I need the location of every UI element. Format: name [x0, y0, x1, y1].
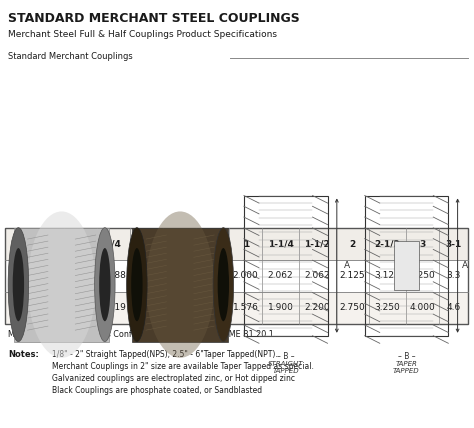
Text: 1/8: 1/8	[73, 240, 88, 249]
Text: 1-1/2: 1-1/2	[304, 240, 330, 249]
Text: 1/2: 1/2	[172, 240, 187, 249]
Text: 2.200: 2.200	[304, 303, 330, 312]
Ellipse shape	[8, 228, 28, 342]
Text: 0.719: 0.719	[100, 303, 127, 312]
Ellipse shape	[27, 211, 96, 358]
Text: 0.812: 0.812	[67, 271, 93, 280]
Text: Merchant Couplings in 2" size are available Taper Tapped as special.: Merchant Couplings in 2" size are availa…	[52, 362, 314, 371]
Bar	[365, 196, 448, 336]
Text: 2-1/2: 2-1/2	[374, 240, 400, 249]
Text: Pipe Size: Pipe Size	[11, 240, 57, 249]
Text: 3/8: 3/8	[138, 240, 155, 249]
Text: 3.250: 3.250	[374, 303, 400, 312]
Text: B: B	[31, 303, 38, 312]
Bar	[394, 241, 419, 290]
Text: Merchant Steel Couplings Conforms to: ASTM A865, ASME B1.20.1: Merchant Steel Couplings Conforms to: AS…	[8, 330, 274, 339]
Text: 4.6: 4.6	[446, 303, 460, 312]
Text: 2.000: 2.000	[233, 271, 258, 280]
Text: A: A	[462, 261, 468, 270]
Text: 2.062: 2.062	[268, 271, 293, 280]
Bar	[5, 292, 468, 324]
Text: 1.562: 1.562	[167, 271, 192, 280]
Text: 1.062: 1.062	[167, 303, 192, 312]
Ellipse shape	[127, 228, 147, 342]
Ellipse shape	[99, 248, 110, 321]
Text: 0.562: 0.562	[67, 303, 93, 312]
Text: 0.875: 0.875	[134, 303, 159, 312]
Text: Standard Merchant Couplings: Standard Merchant Couplings	[8, 52, 133, 61]
Text: 2: 2	[349, 240, 356, 249]
Text: 1.576: 1.576	[233, 303, 259, 312]
Ellipse shape	[218, 248, 229, 321]
Text: A: A	[31, 271, 38, 280]
Text: TAPER
TAPPED: TAPER TAPPED	[393, 361, 420, 374]
Text: 3.250: 3.250	[409, 271, 435, 280]
Text: 3/4: 3/4	[205, 240, 220, 249]
Ellipse shape	[95, 228, 115, 342]
Bar	[5, 228, 468, 260]
Bar	[5, 228, 468, 324]
Text: 1.188: 1.188	[134, 271, 159, 280]
Text: Notes:: Notes:	[8, 350, 39, 359]
Text: 3-1: 3-1	[445, 240, 461, 249]
Text: STRAIGHT
TAPPED: STRAIGHT TAPPED	[268, 361, 303, 374]
Text: 1-1/4: 1-1/4	[268, 240, 293, 249]
Text: A: A	[344, 261, 350, 270]
Text: 1/8" - 2" Straight Tapped(NPS), 2.5" - 6"Taper Tapped(NPT).: 1/8" - 2" Straight Tapped(NPS), 2.5" - 6…	[52, 350, 278, 359]
Text: 4.000: 4.000	[409, 303, 435, 312]
Ellipse shape	[146, 211, 214, 358]
Text: – B –: – B –	[277, 352, 294, 361]
Polygon shape	[132, 228, 228, 342]
Text: STANDARD MERCHANT STEEL COUPLINGS: STANDARD MERCHANT STEEL COUPLINGS	[8, 12, 300, 25]
Ellipse shape	[13, 248, 24, 321]
Text: 3.125: 3.125	[374, 271, 400, 280]
Ellipse shape	[131, 248, 143, 321]
Bar	[5, 260, 468, 292]
Text: Merchant Steel Full & Half Couplings Product Specifications: Merchant Steel Full & Half Couplings Pro…	[8, 30, 277, 39]
Polygon shape	[14, 228, 109, 342]
Text: 1.625: 1.625	[200, 271, 226, 280]
Ellipse shape	[213, 228, 234, 342]
Text: 2.062: 2.062	[304, 271, 330, 280]
Text: 3.3: 3.3	[446, 271, 460, 280]
Text: 1.900: 1.900	[268, 303, 293, 312]
Text: 1.312: 1.312	[200, 303, 226, 312]
Text: 1.188: 1.188	[100, 271, 127, 280]
Text: Galvanized couplings are electroplated zinc, or Hot dipped zinc: Galvanized couplings are electroplated z…	[52, 374, 295, 383]
Text: – B –: – B –	[398, 352, 415, 361]
Text: 3: 3	[419, 240, 425, 249]
Text: 2.750: 2.750	[339, 303, 365, 312]
Bar	[244, 196, 328, 336]
Text: 1/4: 1/4	[105, 240, 121, 249]
Text: Black Couplings are phosphate coated, or Sandblasted: Black Couplings are phosphate coated, or…	[52, 386, 262, 395]
Text: 1: 1	[243, 240, 249, 249]
Text: 2.125: 2.125	[339, 271, 365, 280]
